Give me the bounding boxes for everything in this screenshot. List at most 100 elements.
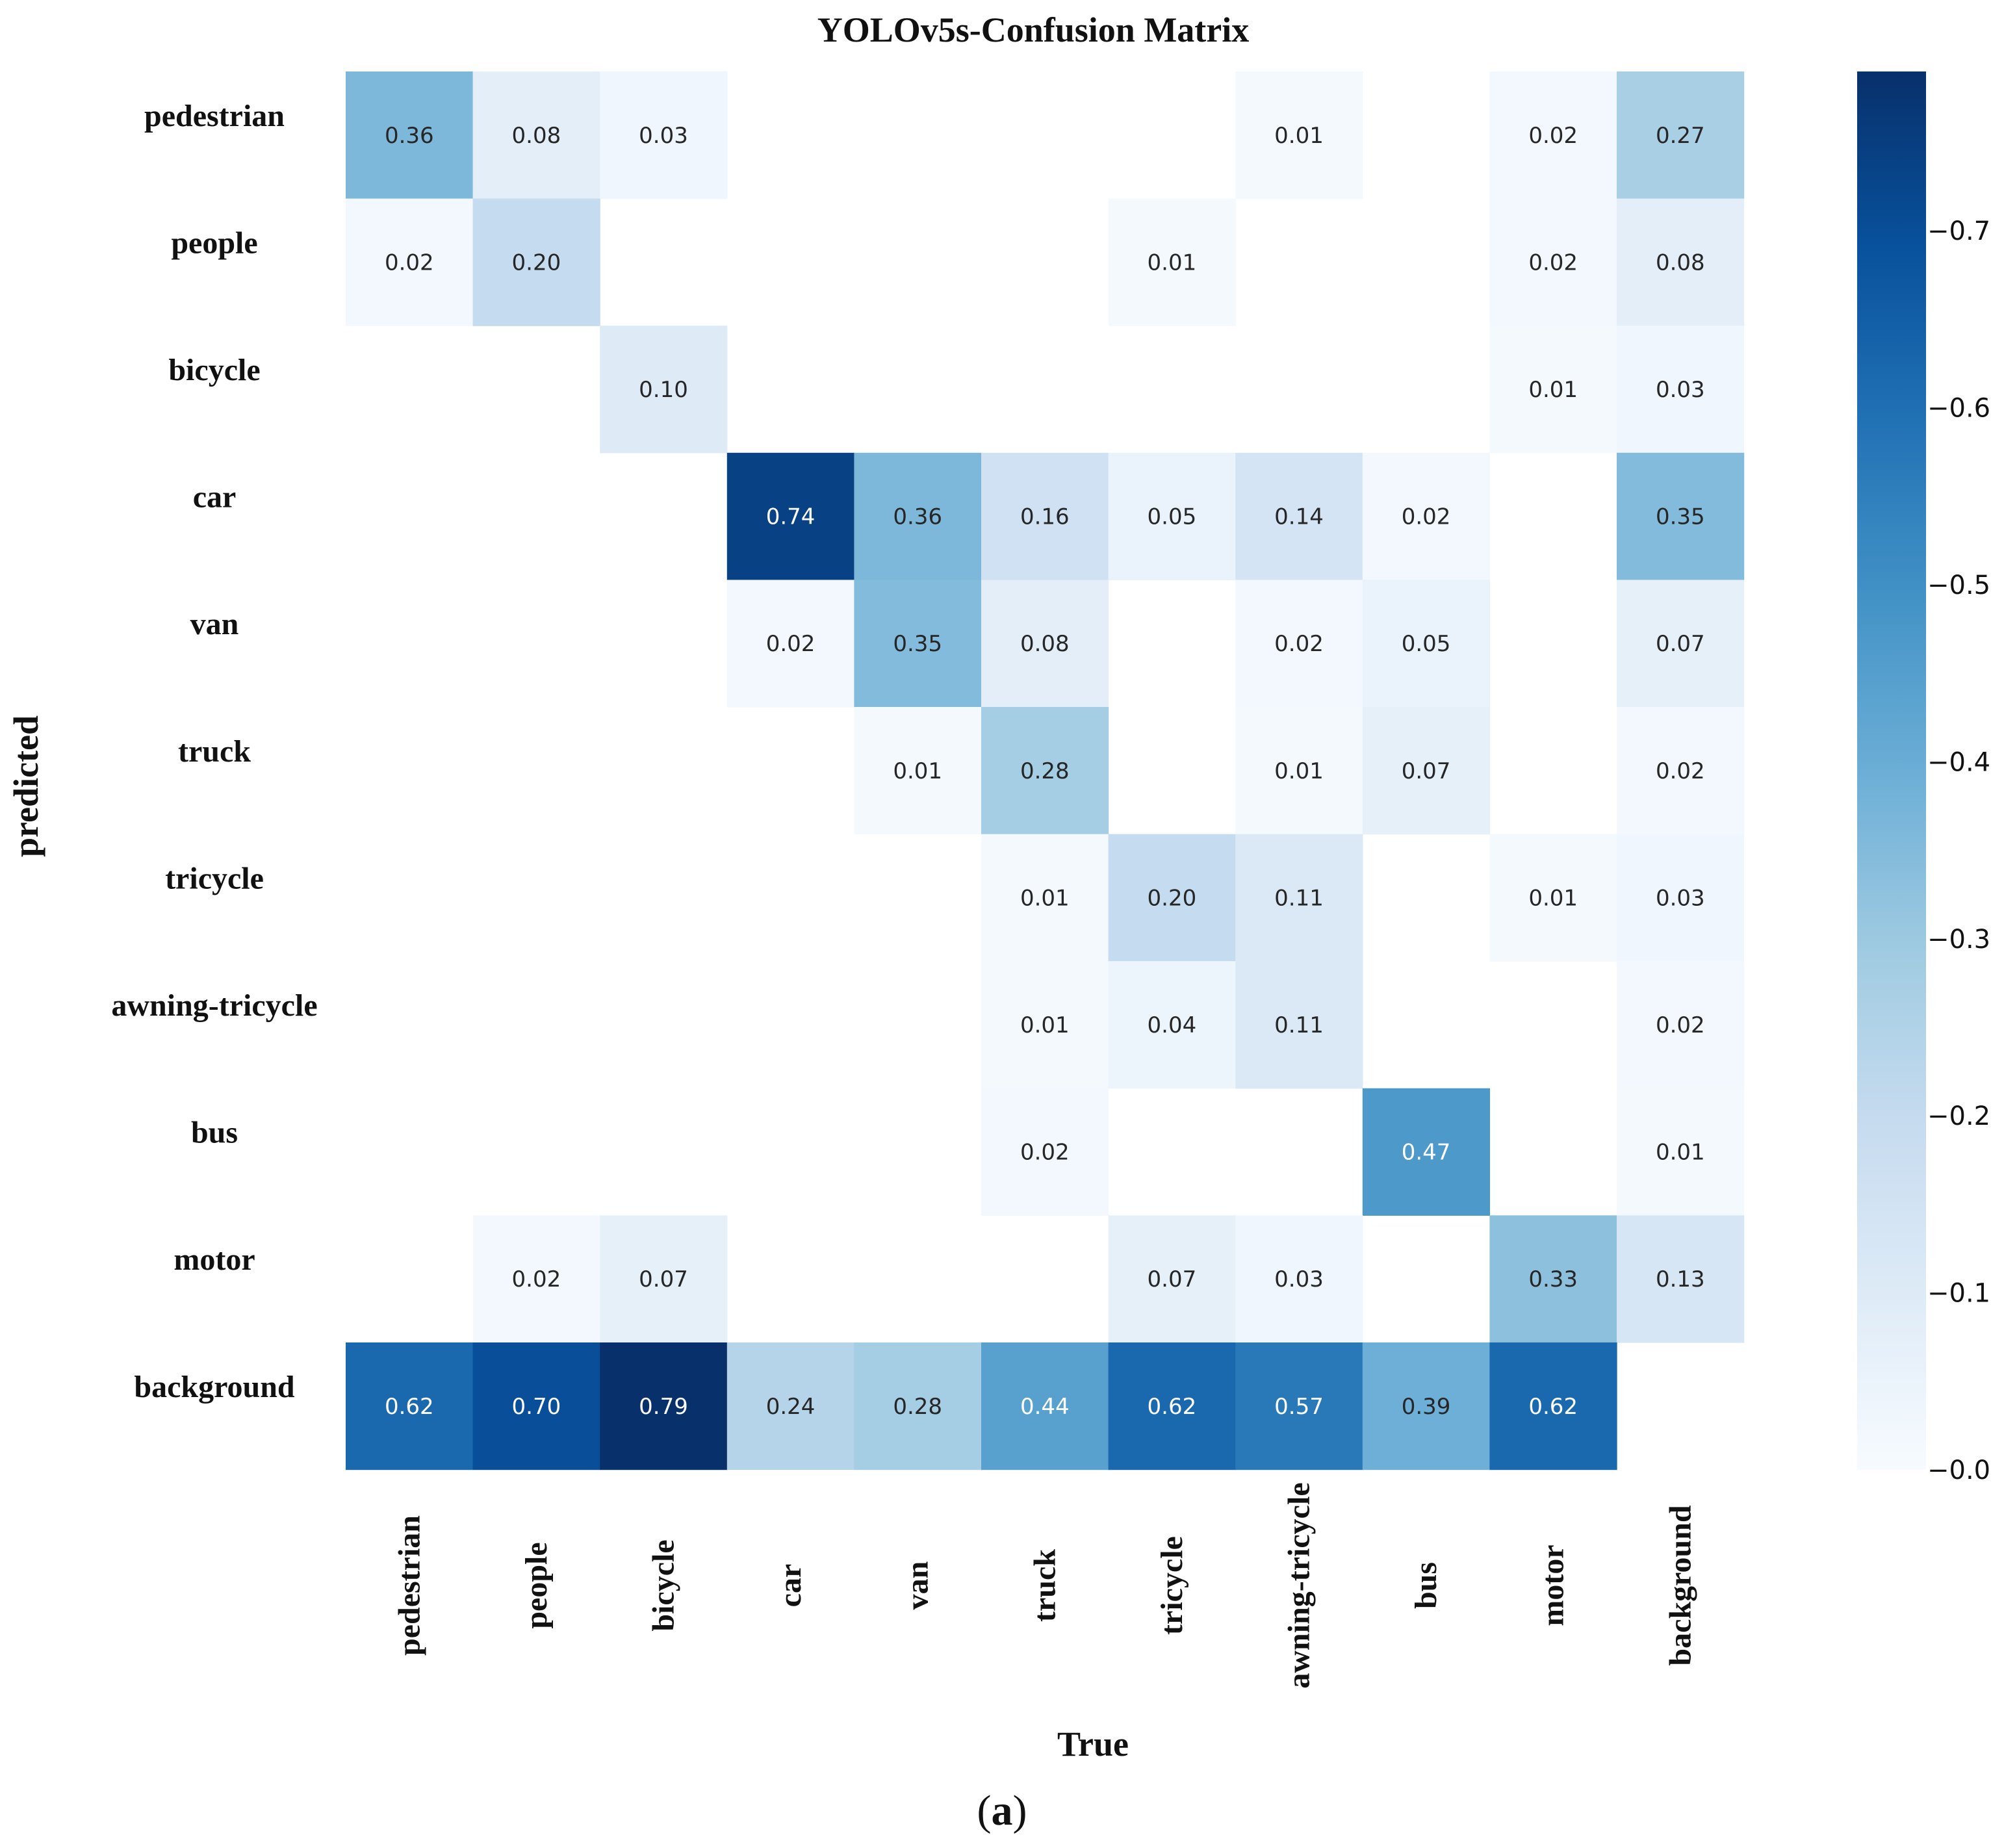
cell-value-label: 0.20: [512, 250, 561, 276]
cell-value-label: 0.01: [893, 758, 942, 784]
chart-title: YOLOv5s-Confusion Matrix: [817, 10, 1250, 49]
cell-value-label: 0.02: [1020, 1140, 1070, 1166]
heatmap-cell: [1362, 1088, 1490, 1216]
colorbar-tick-label: −0.0: [1927, 1456, 1990, 1485]
cell-value-label: 0.33: [1528, 1266, 1578, 1292]
heatmap-cell: [981, 834, 1109, 962]
caption-open-paren: (: [977, 1787, 992, 1834]
cell-value-label: 0.14: [1274, 504, 1324, 530]
heatmap-cell: [346, 71, 474, 199]
cell-value-label: 0.70: [512, 1394, 561, 1420]
heatmap-cell: [1235, 1342, 1363, 1470]
cell-value-label: 0.79: [639, 1394, 688, 1420]
cell-value-label: 0.02: [1656, 758, 1705, 784]
row-labels: pedestrian people bicycle car van truck tricyc…: [111, 99, 317, 1404]
cell-value-label: 0.01: [1020, 885, 1070, 911]
colorbar: [1857, 71, 1926, 1470]
heatmap-cell: [1617, 580, 1745, 708]
cell-value-label: 0.57: [1274, 1394, 1324, 1420]
caption-close-paren: ): [1013, 1787, 1027, 1834]
cell-value-label: 0.27: [1656, 123, 1705, 149]
heatmap-cell: [1235, 707, 1363, 835]
colorbar-tick-label: −0.4: [1927, 747, 1990, 777]
heatmap-cell: [1489, 1342, 1617, 1470]
heatmap-cell: [1108, 452, 1236, 580]
heatmap-cell: [346, 1342, 474, 1470]
cell-value-label: 0.28: [1020, 758, 1070, 784]
heatmap-cell: [1617, 961, 1745, 1089]
heatmap-cell: [854, 1342, 982, 1470]
heatmap-cell: [1108, 1215, 1236, 1343]
cell-value-label: 0.35: [1656, 504, 1705, 530]
heatmap-cell: [981, 580, 1109, 708]
heatmap-cell: [1235, 71, 1363, 199]
cell-value-label: 0.47: [1402, 1140, 1451, 1166]
heatmap-cell: [1235, 580, 1363, 708]
heatmap-cell: [1489, 1215, 1617, 1343]
colorbar-tick-label: −0.6: [1927, 394, 1990, 424]
cell-value-label: 0.03: [1274, 1266, 1324, 1292]
y-axis-label: predicted: [6, 715, 45, 857]
cell-value-label: 0.01: [1274, 123, 1324, 149]
figure-caption: (a): [977, 1787, 1027, 1834]
column-label: awning-tricycle: [1282, 1482, 1317, 1688]
cell-value-label: 0.02: [1528, 123, 1578, 149]
cell-value-label: 0.08: [512, 123, 561, 149]
column-label: van: [901, 1561, 935, 1610]
cell-value-label: 0.36: [893, 504, 942, 530]
row-label: bicycle: [168, 353, 260, 387]
heatmap-cell: [1235, 961, 1363, 1089]
heatmap-cell: [1617, 707, 1745, 835]
cell-value-label: 0.28: [893, 1394, 942, 1420]
heatmap-cell: [1362, 452, 1490, 580]
heatmap-cell: [1489, 71, 1617, 199]
heatmap-cell: [1617, 452, 1745, 580]
heatmap-cells: 0.36 0.08 0.03 0.01 0.02 0.27 0.02 0.20 0.01 0.02…: [346, 71, 1745, 1470]
cell-value-label: 0.11: [1274, 1012, 1324, 1038]
cell-value-label: 0.11: [1274, 885, 1324, 911]
heatmap-cell: [1235, 1215, 1363, 1343]
caption-letter: a: [992, 1787, 1013, 1834]
heatmap-cell: [981, 1342, 1109, 1470]
heatmap-cell: [1617, 71, 1745, 199]
cell-value-label: 0.16: [1020, 504, 1070, 530]
cell-value-label: 0.01: [1020, 1012, 1070, 1038]
heatmap-cell: [1235, 834, 1363, 962]
cell-value-label: 0.62: [1528, 1394, 1578, 1420]
column-label: bus: [1409, 1562, 1443, 1609]
colorbar-tick-label: −0.1: [1927, 1279, 1990, 1309]
heatmap-cell: [726, 452, 854, 580]
row-label: truck: [178, 734, 251, 769]
column-label: car: [773, 1564, 808, 1608]
cell-value-label: 0.39: [1402, 1394, 1451, 1420]
x-axis-label: True: [1057, 1725, 1129, 1764]
heatmap-cell: [1489, 326, 1617, 454]
row-label: car: [193, 480, 237, 515]
row-label: people: [171, 225, 257, 260]
cell-value-label: 0.44: [1020, 1394, 1070, 1420]
heatmap-cell: [726, 580, 854, 708]
cell-value-label: 0.02: [1656, 1012, 1705, 1038]
heatmap-cell: [600, 1215, 728, 1343]
heatmap-cell: [981, 707, 1109, 835]
cell-value-label: 0.07: [1656, 631, 1705, 657]
cell-value-label: 0.01: [1148, 250, 1197, 276]
heatmap-cell: [854, 580, 982, 708]
heatmap-cell: [600, 1342, 728, 1470]
cell-value-label: 0.03: [1656, 885, 1705, 911]
heatmap-cell: [600, 326, 728, 454]
colorbar-tick-label: −0.7: [1927, 216, 1990, 246]
column-label: truck: [1027, 1549, 1062, 1622]
cell-value-label: 0.02: [385, 250, 434, 276]
heatmap-cell: [472, 1342, 600, 1470]
cell-value-label: 0.05: [1402, 631, 1451, 657]
column-label: tricycle: [1155, 1536, 1189, 1635]
colorbar-ticks: −0.0 −0.1 −0.2 −0.3 −0.4 −0.5 −0.6 −0.7: [1927, 216, 1990, 1485]
row-label: awning-tricycle: [111, 988, 317, 1023]
heatmap-cell: [1108, 198, 1236, 326]
heatmap-cell: [981, 1088, 1109, 1216]
cell-value-label: 0.07: [1148, 1266, 1197, 1292]
cell-value-label: 0.24: [766, 1394, 816, 1420]
heatmap-cell: [854, 452, 982, 580]
